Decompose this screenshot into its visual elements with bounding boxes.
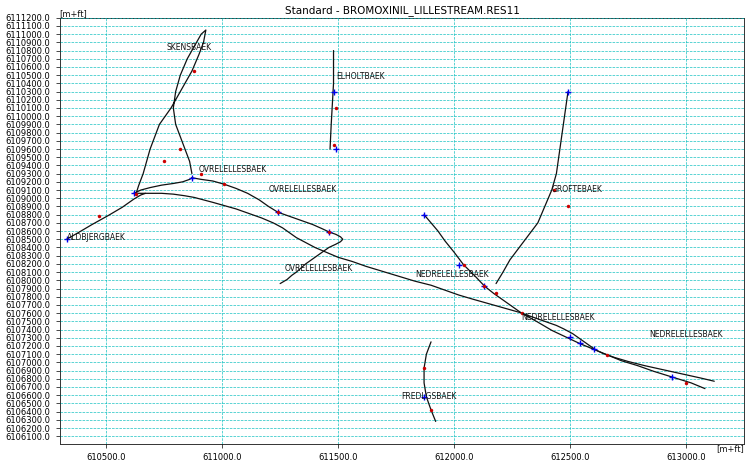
Text: NEDRELELLESBAEK: NEDRELELLESBAEK xyxy=(521,313,596,322)
Text: FREDLGSBAEK: FREDLGSBAEK xyxy=(400,392,456,401)
Text: OVRELELLESBAEK: OVRELELLESBAEK xyxy=(199,166,267,175)
Text: OVRELELLESBAEK: OVRELELLESBAEK xyxy=(285,264,353,273)
Text: SKENSBAEK: SKENSBAEK xyxy=(166,43,211,52)
Text: [m+ft]: [m+ft] xyxy=(59,9,87,18)
Text: ELHOLTBAEK: ELHOLTBAEK xyxy=(336,72,385,81)
Text: GROFTEBAEK: GROFTEBAEK xyxy=(552,185,603,194)
Text: ALDBJERGBAEK: ALDBJERGBAEK xyxy=(67,233,125,242)
Text: OVRELELLESBAEK: OVRELELLESBAEK xyxy=(268,185,337,194)
Text: NEDRELELLESBAEK: NEDRELELLESBAEK xyxy=(415,270,488,278)
Title: Standard - BROMOXINIL_LILLESTREAM.RES11: Standard - BROMOXINIL_LILLESTREAM.RES11 xyxy=(284,6,520,16)
Text: [m+ft]: [m+ft] xyxy=(717,445,745,453)
Text: NEDRELELLESBAEK: NEDRELELLESBAEK xyxy=(650,329,723,338)
